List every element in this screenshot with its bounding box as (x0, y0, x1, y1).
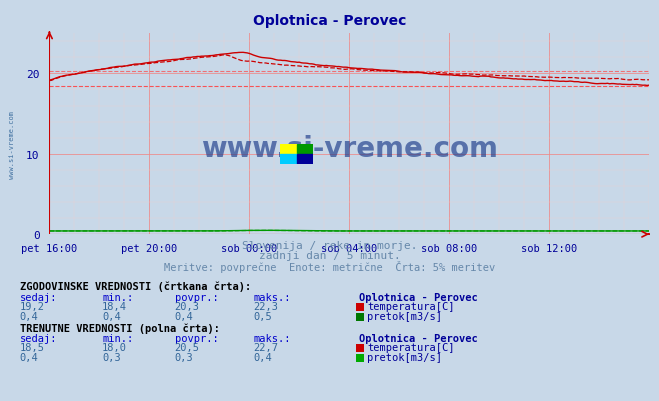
Text: 18,0: 18,0 (102, 342, 127, 352)
Text: www.si-vreme.com: www.si-vreme.com (9, 110, 14, 178)
Text: maks.:: maks.: (254, 292, 291, 302)
Text: 20,3: 20,3 (175, 302, 200, 312)
Text: 20,5: 20,5 (175, 342, 200, 352)
Text: 0,3: 0,3 (175, 352, 193, 362)
Text: pretok[m3/s]: pretok[m3/s] (367, 352, 442, 362)
Text: pretok[m3/s]: pretok[m3/s] (367, 311, 442, 321)
Text: 19,2: 19,2 (20, 302, 45, 312)
Bar (280, 144, 297, 154)
Text: zadnji dan / 5 minut.: zadnji dan / 5 minut. (258, 251, 401, 261)
Text: 0,4: 0,4 (254, 352, 272, 362)
Text: 0,4: 0,4 (175, 311, 193, 321)
Text: 0,4: 0,4 (102, 311, 121, 321)
Text: Oplotnica - Perovec: Oplotnica - Perovec (359, 292, 478, 302)
Text: 0,4: 0,4 (20, 352, 38, 362)
Text: Oplotnica - Perovec: Oplotnica - Perovec (359, 333, 478, 343)
Text: temperatura[C]: temperatura[C] (367, 302, 455, 312)
Text: povpr.:: povpr.: (175, 333, 218, 343)
Text: 0,5: 0,5 (254, 311, 272, 321)
Text: Oplotnica - Perovec: Oplotnica - Perovec (253, 14, 406, 28)
Text: sedaj:: sedaj: (20, 292, 57, 302)
Text: maks.:: maks.: (254, 333, 291, 343)
Bar (297, 144, 313, 154)
Text: 18,5: 18,5 (20, 342, 45, 352)
Text: 18,4: 18,4 (102, 302, 127, 312)
Text: 22,3: 22,3 (254, 302, 279, 312)
Text: TRENUTNE VREDNOSTI (polna črta):: TRENUTNE VREDNOSTI (polna črta): (20, 322, 219, 333)
Text: www.si-vreme.com: www.si-vreme.com (201, 134, 498, 162)
Bar (297, 154, 313, 164)
Text: povpr.:: povpr.: (175, 292, 218, 302)
Text: min.:: min.: (102, 292, 133, 302)
Text: Slovenija / reke in morje.: Slovenija / reke in morje. (242, 241, 417, 251)
Text: Meritve: povprečne  Enote: metrične  Črta: 5% meritev: Meritve: povprečne Enote: metrične Črta:… (164, 261, 495, 273)
Text: min.:: min.: (102, 333, 133, 343)
Text: temperatura[C]: temperatura[C] (367, 342, 455, 352)
Text: 0,3: 0,3 (102, 352, 121, 362)
Text: sedaj:: sedaj: (20, 333, 57, 343)
Text: 0,4: 0,4 (20, 311, 38, 321)
Text: ZGODOVINSKE VREDNOSTI (črtkana črta):: ZGODOVINSKE VREDNOSTI (črtkana črta): (20, 281, 251, 291)
Bar (280, 154, 297, 164)
Text: 22,7: 22,7 (254, 342, 279, 352)
